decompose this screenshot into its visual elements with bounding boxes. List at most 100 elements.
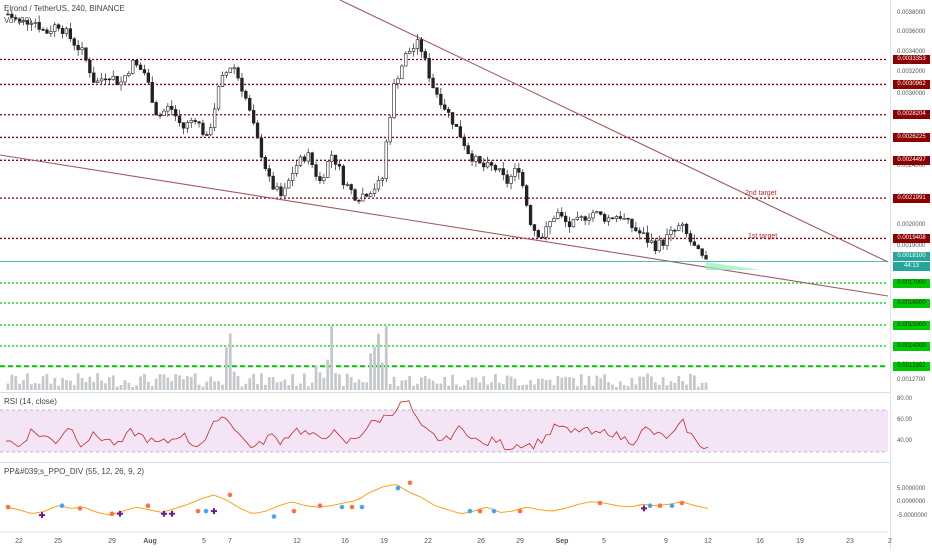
time-tick-label: 12: [704, 538, 712, 545]
volume-bar: [603, 374, 607, 390]
support-price-tag: 0.0016000: [893, 298, 930, 308]
volume-bar: [318, 372, 322, 390]
candle-body: [14, 17, 18, 20]
time-tick-label: 25: [54, 538, 62, 545]
volume-bar: [408, 375, 412, 390]
candle-body: [244, 90, 248, 99]
volume-bar: [65, 380, 68, 390]
volume-bar: [158, 374, 162, 390]
volume-bar: [622, 384, 626, 390]
candle-body: [528, 205, 533, 225]
candle-body: [267, 168, 271, 177]
volume-bar: [287, 385, 291, 390]
volume-bar: [306, 386, 310, 390]
candle-body: [314, 164, 318, 177]
ppo-signal-dot: [77, 506, 83, 511]
volume-bar: [700, 382, 704, 390]
volume-bar: [614, 386, 618, 390]
volume-bar: [18, 383, 22, 390]
candle-body: [60, 27, 65, 34]
volume-bar: [236, 376, 240, 390]
volume-bar: [474, 377, 478, 390]
candle-body: [131, 59, 135, 74]
candle-body: [692, 241, 697, 246]
candle-body: [411, 48, 416, 52]
candle-body: [115, 75, 119, 86]
volume-bar: [107, 377, 111, 390]
candle-body: [170, 106, 174, 110]
volume-bar: [41, 376, 45, 390]
price-tick-label: 0.0020000: [897, 222, 926, 228]
candle-body: [384, 141, 388, 180]
candle-body: [396, 78, 400, 84]
volume-bar: [365, 382, 369, 390]
resistance-price-tag: 0.0033353: [893, 54, 930, 64]
volume-bar: [677, 376, 681, 390]
volume-bar: [84, 381, 88, 390]
ppo-signal-dot: [647, 503, 653, 509]
volume-bar: [14, 376, 18, 390]
volume-bar: [470, 377, 474, 390]
candle-body: [353, 189, 357, 201]
volume-bar: [455, 384, 458, 390]
ppo-signal-dot: [349, 504, 355, 510]
candle-body: [661, 239, 665, 246]
candle-body: [240, 77, 244, 92]
annotation-2nd-target: 2nd target: [745, 190, 777, 197]
ppo-legend[interactable]: PP&#039;s_PPO_DIV (55, 12, 26, 9, 2): [4, 467, 145, 476]
candle-body: [361, 193, 365, 202]
candle-body: [177, 115, 182, 123]
candle-body: [279, 186, 283, 197]
ppo-divergence-cross: [169, 510, 175, 517]
volume-bar: [661, 377, 665, 390]
pane-divider-ppo[interactable]: [0, 462, 932, 463]
volume-bar: [373, 347, 376, 390]
volume-bar: [205, 381, 209, 390]
volume-bar: [435, 383, 439, 390]
rsi-legend[interactable]: RSI (14, close): [4, 397, 57, 406]
candle-body: [154, 102, 158, 116]
volume-bar: [404, 380, 408, 390]
ppo-signal-dot: [359, 504, 365, 510]
volume-bar: [396, 386, 400, 390]
candle-body: [326, 161, 330, 178]
candle-body: [680, 223, 685, 226]
volume-bar: [494, 374, 497, 390]
volume-bar: [139, 376, 142, 390]
candle-body: [606, 217, 611, 222]
candle-body: [415, 39, 420, 49]
volume-legend[interactable]: Vol (20): [4, 16, 32, 25]
ppo-divergence-cross: [641, 505, 647, 512]
candle-body: [142, 69, 147, 74]
candle-body: [388, 117, 392, 143]
projection-wedge: [706, 262, 760, 270]
volume-bar: [536, 378, 540, 390]
volume-bar: [439, 383, 443, 390]
volume-bar: [345, 373, 349, 390]
candle-body: [478, 156, 482, 164]
candle-body: [505, 174, 509, 184]
candle-body: [575, 216, 580, 220]
pane-divider-rsi[interactable]: [0, 392, 932, 393]
volume-bar: [10, 374, 14, 390]
resistance-price-tag: 0.0028204: [893, 110, 930, 120]
candle-body: [119, 81, 123, 86]
volume-bar: [45, 374, 49, 390]
time-tick-label: 16: [341, 538, 349, 545]
volume-bar: [197, 384, 201, 390]
candle-body: [45, 29, 49, 34]
candle-body: [458, 126, 463, 138]
volume-bar: [665, 385, 669, 390]
price-axis[interactable]: [890, 0, 932, 550]
ppo-divergence-cross: [117, 510, 123, 517]
volume-bar: [591, 385, 595, 390]
candle-body: [10, 13, 14, 18]
symbol-legend[interactable]: Elrond / TetherUS, 240, BINANCE: [4, 4, 125, 13]
volume-bar: [595, 375, 599, 390]
candle-body: [95, 80, 100, 83]
volume-bar: [146, 381, 150, 390]
rsi-line: [5, 400, 709, 451]
resistance-price-tag: 0.0026225: [893, 132, 930, 142]
